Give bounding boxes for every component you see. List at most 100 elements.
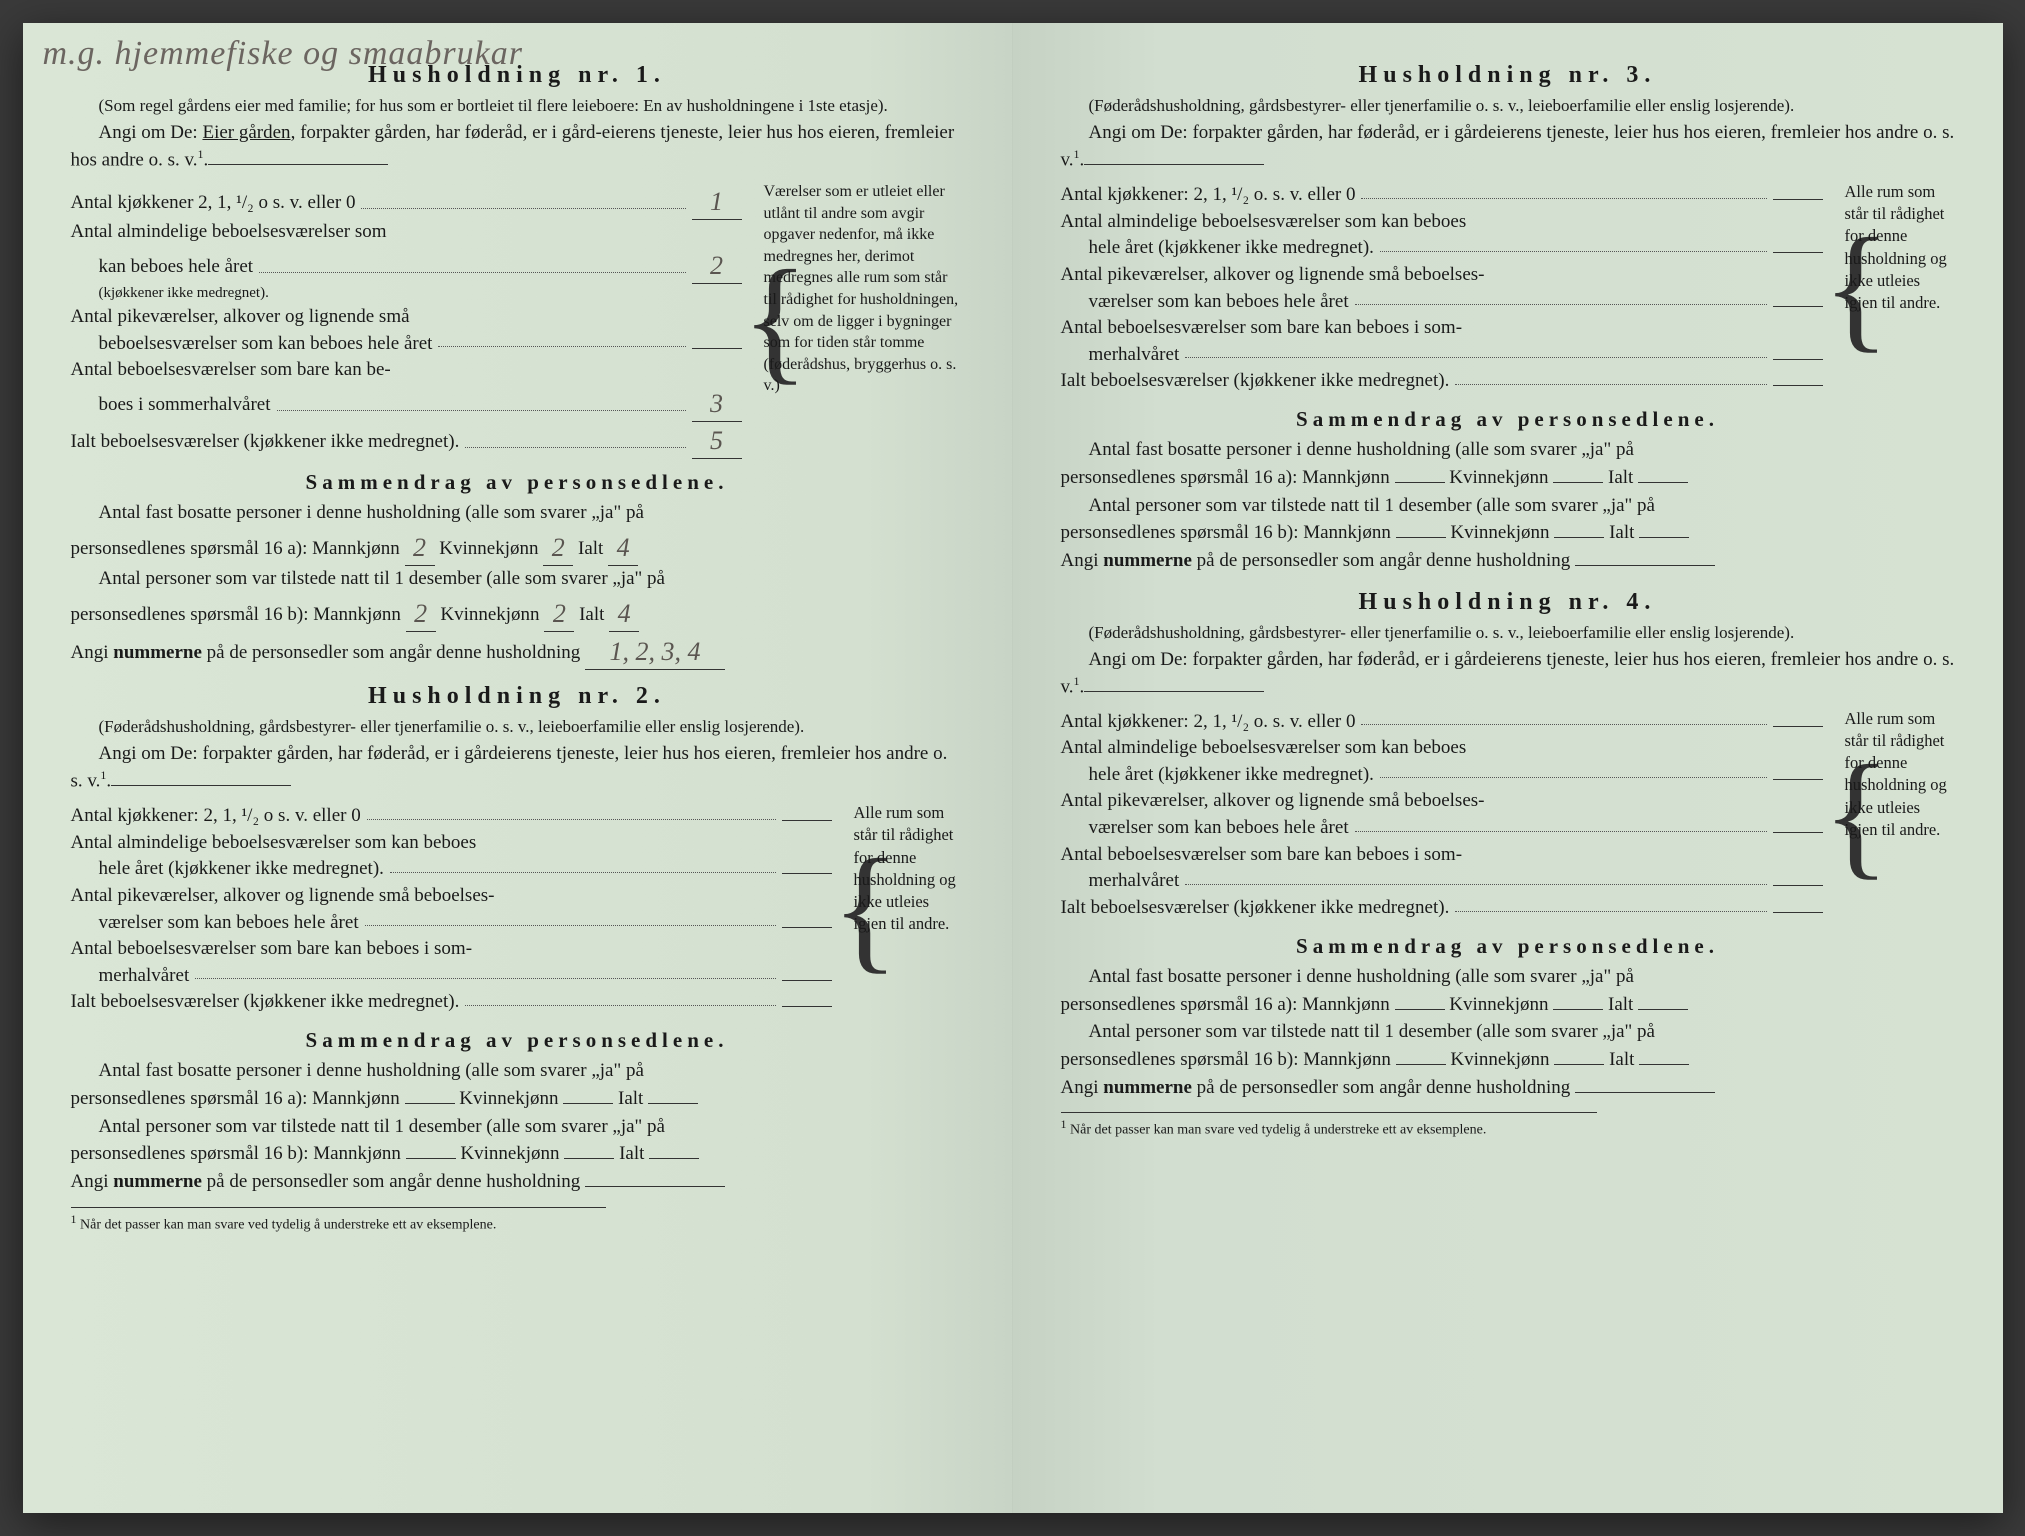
h4-angi-rest: forpakter gården, har føderåd, er i gård… [1061, 649, 1955, 697]
h4-title: Husholdning nr. 4. [1061, 586, 1955, 618]
left-page: m.g. hjemmefiske og smaabrukar Husholdni… [23, 23, 1013, 1513]
brace-icon: { [1823, 752, 1839, 878]
h4-subtitle: (Føderådshusholdning, gårdsbestyrer- ell… [1061, 622, 1955, 645]
h1-summary-title: Sammendrag av personsedlene. [71, 468, 964, 496]
h4-s1b: personsedlenes spørsmål 16 a): Mannkjønn [1061, 994, 1390, 1015]
h3-s2b-row: personsedlenes spørsmål 16 b): Mannkjønn… [1061, 520, 1955, 546]
h2-summer-val [782, 980, 832, 981]
h4-summer-a: Antal beboelsesværelser som bare kan beb… [1061, 842, 1463, 868]
footnote-num: 1 [1061, 1117, 1067, 1131]
h4-kitchen-val [1773, 726, 1823, 727]
h2-pike-b: værelser som kan beboes hele året [99, 910, 359, 936]
h3-rooms-block: Antal kjøkkener: 2, 1, ¹/₂ o. s. v. elle… [1061, 181, 1955, 395]
h3-s2k-label: Kvinnekjønn [1450, 522, 1549, 543]
angi-blank [208, 164, 388, 165]
h3-num-label-pre: Angi [1061, 550, 1104, 571]
h2-s2b: personsedlenes spørsmål 16 b): Mannkjønn [71, 1143, 401, 1164]
h1-pike-a: Antal pikeværelser, alkover og lignende … [71, 304, 410, 330]
h4-s2k [1554, 1064, 1604, 1065]
h2-s1k-label: Kvinnekjønn [459, 1088, 558, 1109]
h4-rooms-left: Antal kjøkkener: 2, 1, ¹/₂ o. s. v. elle… [1061, 708, 1823, 922]
h4-num-val [1575, 1092, 1715, 1093]
h2-rooms-val [782, 873, 832, 874]
h2-s1i [648, 1103, 698, 1104]
h3-rooms-left: Antal kjøkkener: 2, 1, ¹/₂ o. s. v. elle… [1061, 181, 1823, 395]
household-2: Husholdning nr. 2. (Føderådshusholdning,… [71, 680, 964, 1195]
brace-icon: { [832, 846, 848, 972]
h3-total-label: Ialt beboelsesværelser (kjøkkener ikke m… [1061, 368, 1450, 394]
h4-angi: Angi om De: forpakter gården, har føderå… [1061, 647, 1955, 700]
h2-rooms-left: Antal kjøkkener: 2, 1, ¹/₂ o s. v. eller… [71, 802, 832, 1016]
h4-angi-blank [1084, 691, 1264, 692]
h2-s2b-row: personsedlenes spørsmål 16 b): Mannkjønn… [71, 1141, 964, 1167]
h3-summer-val [1773, 359, 1823, 360]
footnote-text: Når det passer kan man svare ved tydelig… [80, 1217, 496, 1232]
brace-icon: { [742, 257, 758, 383]
h1-num-label-pre: Angi [71, 642, 114, 663]
household-4: Husholdning nr. 4. (Føderådshusholdning,… [1061, 586, 1955, 1101]
h4-s1k [1553, 1009, 1603, 1010]
h3-num-bold: nummerne [1103, 550, 1192, 571]
h2-total-label: Ialt beboelsesværelser (kjøkkener ikke m… [71, 989, 460, 1015]
h1-rooms-note: (kjøkkener ikke medregnet). [71, 283, 742, 303]
h2-s2k-label: Kvinnekjønn [460, 1143, 559, 1164]
footnote-ref: 1 [1074, 674, 1080, 688]
h3-summer-b: merhalvåret [1089, 342, 1180, 368]
h4-pike-val [1773, 832, 1823, 833]
h4-summary-title: Sammendrag av personsedlene. [1061, 932, 1955, 960]
h1-s2k-label: Kvinnekjønn [440, 604, 539, 625]
handwritten-annotation: m.g. hjemmefiske og smaabrukar [43, 31, 523, 77]
h4-s2b: personsedlenes spørsmål 16 b): Mannkjønn [1061, 1049, 1391, 1070]
h3-num-val [1575, 565, 1715, 566]
h2-s1i-label: Ialt [618, 1088, 643, 1109]
angi-prefix: Angi om De: [99, 122, 198, 143]
h4-num-label-pre: Angi [1061, 1077, 1104, 1098]
h2-kitchen-val [782, 820, 832, 821]
h1-s1b-row: personsedlenes spørsmål 16 a): Mannkjønn… [71, 528, 964, 564]
h2-angi-rest: forpakter gården, har føderåd, er i gård… [71, 743, 948, 791]
h4-s1i-label: Ialt [1608, 994, 1633, 1015]
h4-summer-b: merhalvåret [1089, 868, 1180, 894]
h2-s2i [649, 1158, 699, 1159]
h4-s1i [1638, 1009, 1688, 1010]
h4-rooms-b: hele året (kjøkkener ikke medregnet). [1089, 762, 1374, 788]
h3-s1k-label: Kvinnekjønn [1449, 467, 1548, 488]
h2-s2k [564, 1158, 614, 1159]
h1-s1i: 4 [608, 530, 638, 566]
footnote-text: Når det passer kan man svare ved tydelig… [1070, 1123, 1486, 1138]
h1-summer-a: Antal beboelsesværelser som bare kan be- [71, 357, 391, 383]
h2-s2i-label: Ialt [619, 1143, 644, 1164]
h4-rooms-val [1773, 779, 1823, 780]
h1-pike-b: beboelsesværelser som kan beboes hele år… [99, 331, 433, 357]
h2-s1b: personsedlenes spørsmål 16 a): Mannkjønn [71, 1088, 400, 1109]
h2-kitchen-label: Antal kjøkkener: 2, 1, ¹/₂ o s. v. eller… [71, 803, 361, 829]
right-footnote: 1 Når det passer kan man svare ved tydel… [1061, 1112, 1597, 1141]
h3-brace-text: Alle rum som står til rådighet for denne… [1839, 181, 1955, 315]
h3-angi-blank [1084, 164, 1264, 165]
h1-s1m: 2 [405, 530, 435, 566]
h2-s1b-row: personsedlenes spørsmål 16 a): Mannkjønn… [71, 1086, 964, 1112]
h3-s2a: Antal personer som var tilstede natt til… [1061, 493, 1955, 519]
h3-title: Husholdning nr. 3. [1061, 59, 1955, 91]
h3-s1k [1553, 482, 1603, 483]
h3-pike-a: Antal pikeværelser, alkover og lignende … [1061, 262, 1485, 288]
h3-pike-b: værelser som kan beboes hele året [1089, 289, 1349, 315]
h3-s2k [1554, 537, 1604, 538]
h4-s2k-label: Kvinnekjønn [1450, 1049, 1549, 1070]
h2-summer-a: Antal beboelsesværelser som bare kan beb… [71, 936, 473, 962]
h4-s1b-row: personsedlenes spørsmål 16 a): Mannkjønn… [1061, 992, 1955, 1018]
h2-angi-prefix: Angi om De: [99, 743, 198, 764]
h4-num-bold: nummerne [1103, 1077, 1192, 1098]
household-1: Husholdning nr. 1. (Som regel gårdens ei… [71, 59, 964, 668]
h3-summer-a: Antal beboelsesværelser som bare kan beb… [1061, 315, 1463, 341]
h1-s2b: personsedlenes spørsmål 16 b): Mannkjønn [71, 604, 401, 625]
h3-s2b: personsedlenes spørsmål 16 b): Mannkjønn [1061, 522, 1391, 543]
footnote-ref: 1 [1074, 147, 1080, 161]
h1-s1i-label: Ialt [578, 538, 603, 559]
h1-rooms-b: kan beboes hele året [99, 254, 254, 280]
h1-s1k: 2 [543, 530, 573, 566]
h2-s1m [405, 1103, 455, 1104]
h2-total-val [782, 1006, 832, 1007]
h3-s1a: Antal fast bosatte personer i denne hush… [1061, 437, 1955, 463]
h2-rooms-b: hele året (kjøkkener ikke medregnet). [99, 856, 384, 882]
